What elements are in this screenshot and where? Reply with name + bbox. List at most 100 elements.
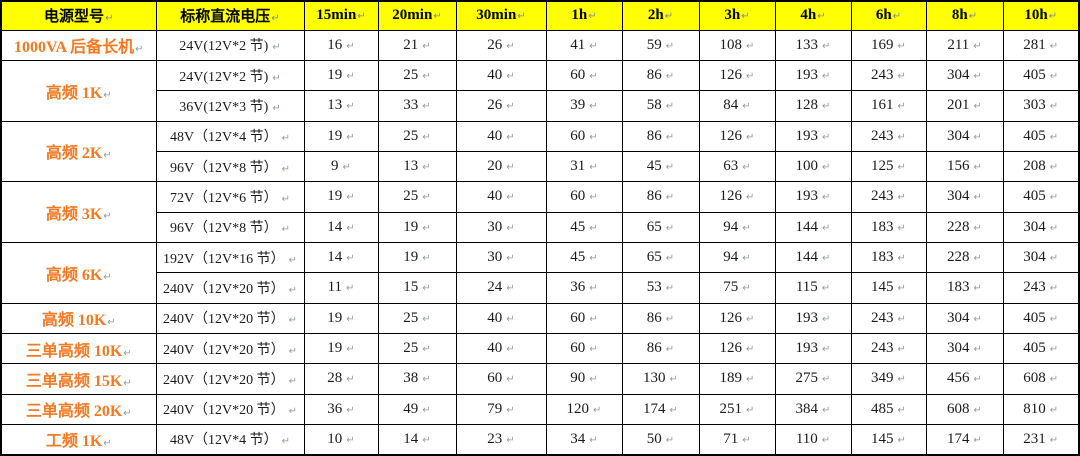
paragraph-mark-icon: ↵ [897,434,906,446]
col-header-time-30min-text: 30min [476,7,517,24]
paragraph-mark-icon: ↵ [1049,283,1059,295]
model-cell-text: 高频 2K [45,145,103,163]
value-cell: 243 ↵ [850,181,927,213]
value-cell: 243 ↵ [850,120,927,152]
model-cell: 三单高频 20K↵ [0,393,157,425]
voltage-cell: 240V（12V*20 节） ↵ [155,302,305,334]
table-body: 1000VA 后备长机↵ 24V(12V*2 节) ↵ 16 ↵ 21 ↵ 26 ↵ 41 ↵ 59 ↵… [0,29,1080,456]
table-row: 高频 3K↵ 72V（12V*6 节） ↵ 19 ↵ 25 ↵ 40 ↵ 60 ↵ 86 ↵ 126 ↵ 19… [0,181,1080,243]
voltage-cell-text: 96V（12V*8 节） [169,160,278,176]
value-cell-text: 189 [719,370,743,387]
value-cell-text: 40 [487,127,503,144]
value-cell: 49 ↵ [377,393,457,425]
value-cell-text: 133 [795,36,819,53]
value-cell: 174 ↵ [925,423,1004,456]
paragraph-mark-icon: ↵ [506,101,515,113]
paragraph-mark-icon: ↵ [665,40,675,52]
value-cell: 189 ↵ [698,363,776,395]
voltage-cell: 48V（12V*4 节） ↵ [155,423,305,456]
value-cell: 45 ↵ [545,211,623,243]
value-cell-text: 405 [1023,67,1046,84]
paragraph-mark-icon: ↵ [897,344,906,356]
paragraph-mark-icon: ↵ [589,374,598,386]
value-cell: 304 ↵ [925,120,1004,152]
paragraph-mark-icon: ↵ [665,222,675,234]
value-cell: 36 ↵ [303,393,379,425]
value-cell-text: 211 [947,36,970,53]
paragraph-mark-icon: ↵ [357,11,366,23]
value-cell: 126 ↵ [698,302,776,334]
value-cell-text: 86 [646,340,662,357]
paragraph-mark-icon: ↵ [822,253,831,265]
value-cell: 108 ↵ [698,29,776,61]
value-cell: 50 ↵ [621,423,700,456]
value-cell: 26 ↵ [455,90,547,122]
paragraph-mark-icon: ↵ [665,344,675,356]
voltage-cell: 240V（12V*20 节） ↵ [155,393,305,425]
voltage-cell-text: 240V（12V*20 节） [162,342,285,358]
value-cell: 59 ↵ [621,29,700,61]
paragraph-mark-icon: ↵ [589,283,598,295]
value-cell: 405 ↵ [1002,59,1080,92]
model-cell-text: 工频 1K [45,433,103,451]
paragraph-mark-icon: ↵ [272,42,281,54]
value-cell-text: 384 [795,400,819,417]
value-cell-text: 86 [646,309,662,326]
paragraph-mark-icon: ↵ [822,404,831,416]
value-cell: 193 ↵ [774,332,852,365]
value-cell-text: 94 [723,218,739,235]
voltage-cell-text: 24V(12V*2 节) [179,69,269,85]
paragraph-mark-icon: ↵ [817,11,826,23]
paragraph-mark-icon: ↵ [1049,313,1059,325]
value-cell-text: 31 [570,158,586,175]
value-cell-text: 183 [947,279,970,296]
value-cell-text: 108 [719,36,743,53]
value-cell-text: 86 [646,67,662,84]
value-cell: 228 ↵ [925,211,1004,243]
value-cell: 36 ↵ [545,272,623,304]
paragraph-mark-icon: ↵ [973,404,982,416]
value-cell-text: 304 [947,127,970,144]
value-cell: 45 ↵ [621,150,700,183]
paragraph-mark-icon: ↵ [506,374,515,386]
value-cell: 86 ↵ [621,181,700,213]
value-cell-text: 84 [723,97,739,114]
voltage-cell: 240V（12V*20 节） ↵ [155,272,305,304]
value-cell-text: 193 [795,340,819,357]
value-cell-text: 14 [403,430,419,447]
paragraph-mark-icon: ↵ [1049,404,1059,416]
value-cell: 20 ↵ [455,150,547,183]
value-cell-text: 126 [719,309,743,326]
value-cell-text: 13 [327,97,343,114]
value-cell: 40 ↵ [455,332,547,365]
value-cell: 456 ↵ [925,363,1004,395]
value-cell-text: 90 [570,370,586,387]
paragraph-mark-icon: ↵ [746,404,755,416]
value-cell: 405 ↵ [1002,302,1080,334]
paragraph-mark-icon: ↵ [968,11,978,23]
value-cell-text: 14 [327,249,343,266]
value-cell: 405 ↵ [1002,120,1080,152]
paragraph-mark-icon: ↵ [123,408,132,420]
paragraph-mark-icon: ↵ [271,13,280,25]
paragraph-mark-icon: ↵ [346,101,355,113]
value-cell-text: 38 [403,370,419,387]
paragraph-mark-icon: ↵ [664,11,674,23]
paragraph-mark-icon: ↵ [822,40,831,52]
value-cell: 115 ↵ [774,272,852,304]
voltage-cell-text: 240V（12V*20 节） [162,372,285,388]
value-cell: 26 ↵ [455,29,547,61]
paragraph-mark-icon: ↵ [742,222,751,234]
paragraph-mark-icon: ↵ [973,434,982,446]
paragraph-mark-icon: ↵ [346,374,355,386]
value-cell: 303 ↵ [1002,90,1080,122]
paragraph-mark-icon: ↵ [346,283,355,295]
value-cell-text: 21 [403,36,419,53]
paragraph-mark-icon: ↵ [669,404,678,416]
paragraph-mark-icon: ↵ [973,222,982,234]
value-cell: 86 ↵ [621,120,700,152]
value-cell-text: 193 [795,67,819,84]
paragraph-mark-icon: ↵ [1049,374,1059,386]
col-header-model-text: 电源型号 [44,9,105,26]
value-cell-text: 40 [487,309,503,326]
